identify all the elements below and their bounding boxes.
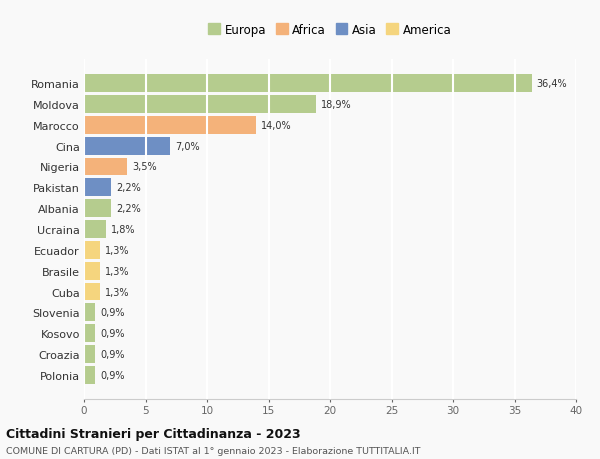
Legend: Europa, Africa, Asia, America: Europa, Africa, Asia, America <box>206 22 454 39</box>
Bar <box>84 325 95 342</box>
Text: 1,3%: 1,3% <box>105 287 130 297</box>
Text: 36,4%: 36,4% <box>536 79 567 89</box>
Bar <box>84 96 316 113</box>
Text: 1,8%: 1,8% <box>111 224 136 235</box>
Bar <box>84 241 100 259</box>
Bar <box>84 200 111 218</box>
Bar <box>84 158 127 176</box>
Bar <box>84 304 95 321</box>
Text: 0,9%: 0,9% <box>100 370 124 380</box>
Bar <box>84 262 100 280</box>
Text: 7,0%: 7,0% <box>175 141 200 151</box>
Text: 1,3%: 1,3% <box>105 245 130 255</box>
Bar <box>84 283 100 301</box>
Text: 2,2%: 2,2% <box>116 183 141 193</box>
Text: 0,9%: 0,9% <box>100 329 124 338</box>
Bar <box>84 75 532 93</box>
Bar <box>84 221 106 238</box>
Bar <box>84 138 170 155</box>
Bar <box>84 366 95 384</box>
Text: 3,5%: 3,5% <box>132 162 157 172</box>
Bar <box>84 346 95 363</box>
Text: 2,2%: 2,2% <box>116 204 141 214</box>
Text: COMUNE DI CARTURA (PD) - Dati ISTAT al 1° gennaio 2023 - Elaborazione TUTTITALIA: COMUNE DI CARTURA (PD) - Dati ISTAT al 1… <box>6 447 421 455</box>
Bar <box>84 179 111 197</box>
Text: 18,9%: 18,9% <box>322 100 352 110</box>
Text: 0,9%: 0,9% <box>100 349 124 359</box>
Text: 1,3%: 1,3% <box>105 266 130 276</box>
Text: 0,9%: 0,9% <box>100 308 124 318</box>
Bar <box>84 117 256 134</box>
Text: 14,0%: 14,0% <box>261 121 292 130</box>
Text: Cittadini Stranieri per Cittadinanza - 2023: Cittadini Stranieri per Cittadinanza - 2… <box>6 427 301 440</box>
